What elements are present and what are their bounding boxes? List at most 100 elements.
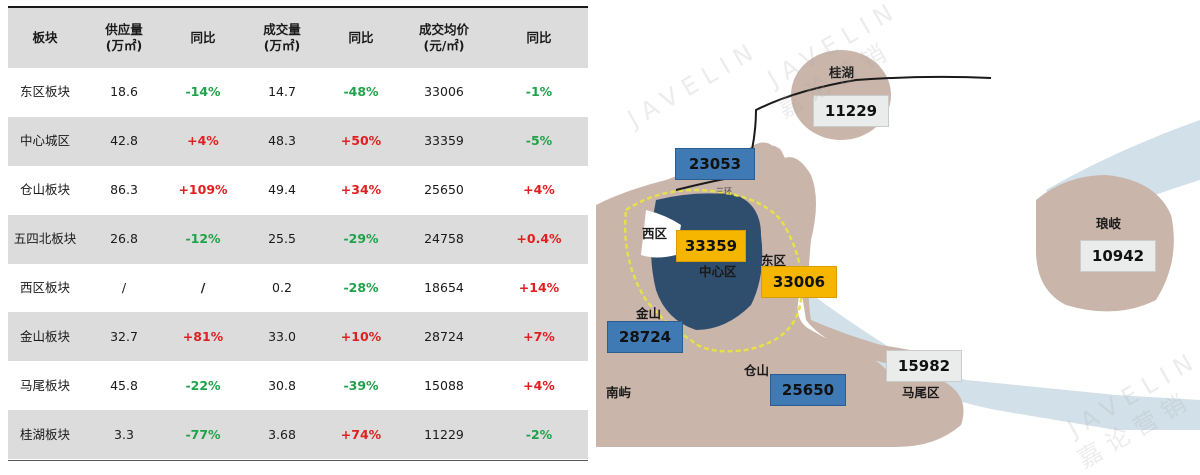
map-graphic (596, 0, 1200, 467)
cell-price-yoy: +4% (523, 182, 555, 198)
cell-block: 五四北板块 (13, 231, 77, 247)
min-river (806, 290, 1200, 430)
cell-price: 24758 (424, 231, 464, 247)
cell-price-yoy: -1% (525, 84, 553, 100)
cell-price: 33006 (424, 84, 464, 100)
table-row: 仓山板块 86.3 +109% 49.4 +34% 25650 +4% (8, 166, 588, 215)
label-sanhuan: 三环 (716, 187, 732, 196)
cell-block: 桂湖板块 (19, 426, 70, 442)
cell-deal-yoy: +74% (340, 426, 382, 442)
cell-deal-yoy: +50% (340, 133, 382, 149)
label-zhongxin: 中心区 (699, 264, 737, 279)
cell-block: 仓山板块 (19, 182, 70, 198)
header-price-text: 成交均价 (元/㎡) (418, 22, 469, 53)
fuzhou-district-map: 桂湖 西区 中心区 东区 金山 仓山 南屿 马尾区 琅岐 三环 11229 23… (596, 0, 1200, 467)
cell-deal: 0.2 (272, 280, 292, 295)
label-cangshan: 仓山 (744, 363, 770, 378)
cell-supply-yoy: +4% (187, 133, 219, 149)
cell-price: 11229 (424, 426, 464, 442)
cell-block: 马尾板块 (19, 377, 70, 393)
cell-supply: 86.3 (110, 182, 138, 198)
header-deal: 成交量 (万㎡) (240, 22, 324, 54)
table-row: 桂湖板块 3.3 -77% 3.68 +74% 11229 -2% (8, 410, 588, 460)
table-header: 板块 供应量 (万㎡) 同比 成交量 (万㎡) 同比 成交均价 (元/㎡) 同比 (8, 8, 588, 68)
cell-price: 15088 (424, 377, 464, 393)
cell-supply-yoy: -14% (185, 84, 221, 100)
header-price: 成交均价 (元/㎡) (398, 22, 490, 54)
cell-deal-yoy: -39% (343, 377, 379, 393)
cell-supply: 32.7 (110, 328, 138, 344)
label-jinshan: 金山 (636, 306, 662, 321)
table-row: 金山板块 32.7 +81% 33.0 +10% 28724 +7% (8, 312, 588, 362)
price-wusibei: 23053 (675, 148, 755, 180)
price-jinshan: 28724 (607, 321, 683, 353)
price-dongqu: 33006 (761, 266, 837, 298)
price-mawei: 15982 (886, 350, 962, 382)
cell-supply-yoy: -12% (185, 231, 221, 247)
table-top-rule (8, 6, 588, 8)
label-guihu: 桂湖 (829, 65, 855, 80)
cell-price-yoy: +4% (523, 377, 555, 393)
cell-block: 金山板块 (19, 328, 70, 344)
cell-supply-yoy: +81% (182, 328, 224, 344)
table-row: 五四北板块 26.8 -12% 25.5 -29% 24758 +0.4% (8, 214, 588, 264)
header-supply-yoy: 同比 (190, 30, 216, 45)
table-row: 中心城区 42.8 +4% 48.3 +50% 33359 -5% (8, 116, 588, 166)
cell-block: 东区板块 (19, 84, 70, 100)
west-district-area (641, 210, 681, 258)
price-langqi: 10942 (1080, 240, 1156, 272)
cell-deal: 14.7 (268, 84, 296, 100)
table-body: 东区板块 18.6 -14% 14.7 -48% 33006 -1% 中心城区 42.8 +4% 4… (8, 68, 588, 460)
cell-price: 25650 (424, 182, 464, 198)
cell-price-yoy: +0.4% (516, 231, 562, 247)
header-supply-text: 供应量 (万㎡) (105, 22, 143, 53)
cell-supply: / (121, 280, 127, 295)
table-row: 东区板块 18.6 -14% 14.7 -48% 33006 -1% (8, 68, 588, 117)
header-deal-yoy: 同比 (348, 30, 374, 45)
cell-deal-yoy: +34% (340, 182, 382, 198)
north-land (746, 142, 791, 200)
label-mawei: 马尾区 (902, 385, 940, 400)
label-dongqu: 东区 (761, 253, 787, 268)
cell-deal: 48.3 (268, 133, 296, 149)
cell-deal-yoy: +10% (340, 328, 382, 344)
cell-supply: 45.8 (110, 377, 138, 393)
housing-market-table: 板块 供应量 (万㎡) 同比 成交量 (万㎡) 同比 成交均价 (元/㎡) 同比… (8, 6, 588, 462)
cell-deal-yoy: -48% (343, 84, 379, 100)
price-guihu: 11229 (813, 95, 889, 127)
price-cangshan: 25650 (770, 374, 846, 406)
cell-deal: 30.8 (268, 377, 296, 393)
cell-deal-yoy: -28% (343, 280, 379, 295)
cell-deal: 49.4 (268, 182, 296, 198)
cell-supply: 26.8 (110, 231, 138, 247)
label-langqi: 琅岐 (1096, 216, 1122, 231)
cell-supply-yoy: +109% (178, 182, 228, 198)
cell-deal: 3.68 (268, 426, 296, 442)
cell-price: 28724 (424, 328, 464, 344)
cell-supply: 42.8 (110, 133, 138, 149)
east-land (781, 157, 951, 372)
header-deal-text: 成交量 (万㎡) (263, 22, 301, 53)
cell-supply: 3.3 (114, 426, 134, 442)
cell-supply-yoy: -22% (185, 377, 221, 393)
cell-price-yoy: -2% (525, 426, 553, 442)
cell-supply-yoy: -77% (185, 426, 221, 442)
label-xiqu: 西区 (642, 226, 668, 241)
cell-price-yoy: -5% (525, 133, 553, 149)
price-zhongxin: 33359 (676, 230, 746, 262)
mawei-land (846, 378, 964, 447)
cell-price-yoy: +14% (518, 280, 560, 295)
cell-block: 西区板块 (19, 280, 70, 295)
table-row: 马尾板块 45.8 -22% 30.8 -39% 15088 +4% (8, 361, 588, 410)
cell-block: 中心城区 (19, 133, 70, 149)
cell-deal: 25.5 (268, 231, 296, 247)
cell-supply: 18.6 (110, 84, 138, 100)
table-bottom-rule (8, 460, 588, 462)
cell-price: 33359 (424, 133, 464, 149)
header-block: 板块 (32, 30, 58, 45)
header-price-yoy: 同比 (526, 30, 552, 45)
cell-deal-yoy: -29% (343, 231, 379, 247)
cell-price-yoy: +7% (523, 328, 555, 344)
table-row: 西区板块 / / 0.2 -28% 18654 +14% (8, 264, 588, 313)
label-nanyu: 南屿 (606, 385, 632, 400)
